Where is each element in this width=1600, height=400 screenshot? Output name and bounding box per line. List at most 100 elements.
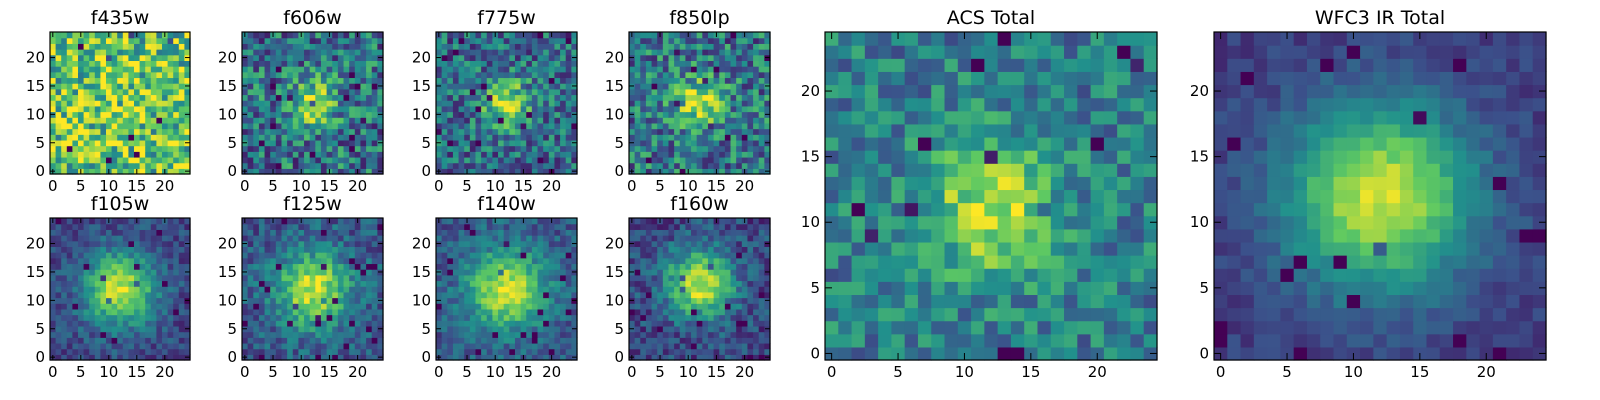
image-pixel [492,342,499,350]
image-pixel [343,168,350,175]
image-pixel [764,105,771,113]
image-pixel [753,134,760,141]
image-pixel [640,105,647,113]
image-pixel [554,303,561,310]
image-pixel [753,77,760,84]
image-pixel [178,151,185,158]
image-pixel [702,303,709,310]
image-pixel [354,274,362,282]
image-pixel [452,139,460,147]
y-tick-label: 15 [26,77,45,95]
image-pixel [696,151,703,158]
x-tick-label: 20 [155,363,174,381]
image-pixel [436,156,443,164]
image-pixel [117,354,124,361]
image-pixel [50,337,57,344]
image-pixel [89,139,96,147]
image-pixel [447,88,454,96]
image-pixel [753,297,760,304]
image-pixel [315,223,322,230]
image-pixel [464,325,471,333]
image-pixel [492,145,499,152]
image-pixel [100,122,107,130]
image-pixel [719,162,726,169]
image-pixel [360,229,367,236]
image-pixel [691,337,698,344]
image-pixel [452,337,460,344]
image-pixel [315,49,322,56]
image-pixel [691,43,698,50]
image-pixel [651,156,658,164]
image-pixel [640,122,647,130]
image-pixel [83,145,90,152]
image-pixel [100,134,107,141]
image-pixel [503,77,510,84]
image-pixel [537,49,544,56]
image-pixel [349,303,356,310]
image-pixel [458,100,465,107]
image-pixel [645,94,653,101]
image-pixel [139,246,146,253]
image-pixel [100,348,107,355]
image-pixel [441,60,448,67]
image-pixel [270,88,277,96]
image-pixel [117,252,124,259]
image-pixel [486,54,493,61]
image-pixel [162,117,169,124]
image-pixel [764,128,771,135]
image-pixel [674,60,681,67]
image-pixel [343,156,350,164]
image-pixel [458,308,465,316]
image-pixel [145,105,152,113]
image-pixel [242,263,249,270]
image-pixel [645,128,653,135]
image-pixel [668,354,675,361]
image-pixel [83,314,90,321]
image-pixel [537,348,544,355]
image-pixel [679,145,686,152]
image-pixel [128,139,135,147]
image-pixel [741,274,749,282]
image-pixel [526,331,533,338]
image-pixel [560,156,567,164]
image-pixel [645,32,653,39]
image-pixel [258,297,266,304]
image-pixel [72,331,79,338]
image-pixel [178,218,185,225]
image-pixel [111,66,118,73]
x-tick-label: 5 [76,363,86,381]
image-pixel [309,54,316,61]
image-pixel [270,286,277,293]
image-pixel [503,218,510,225]
image-pixel [758,145,765,152]
image-pixel [458,354,465,361]
image-pixel [674,331,681,338]
image-pixel [668,308,675,316]
image-pixel [475,348,482,355]
image-pixel [111,111,118,118]
image-pixel [275,218,283,225]
image-pixel [464,94,471,101]
image-pixel [565,71,572,79]
image-pixel [366,354,373,361]
image-pixel [366,145,373,152]
image-pixel [50,303,57,310]
image-pixel [89,303,96,310]
image-pixel [481,151,488,158]
image-pixel [498,168,505,175]
image-pixel [100,331,107,338]
image-pixel [537,297,544,304]
image-pixel [343,139,350,147]
image-pixel [326,66,333,73]
image-pixel [100,320,107,327]
image-pixel [565,235,572,242]
image-pixel [741,291,749,299]
image-pixel [719,128,726,135]
image-pixel [270,263,277,270]
image-pixel [464,77,471,84]
image-pixel [111,54,118,61]
image-pixel [509,286,516,293]
image-pixel [645,122,653,130]
image-pixel [481,139,488,147]
image-pixel [366,111,373,118]
